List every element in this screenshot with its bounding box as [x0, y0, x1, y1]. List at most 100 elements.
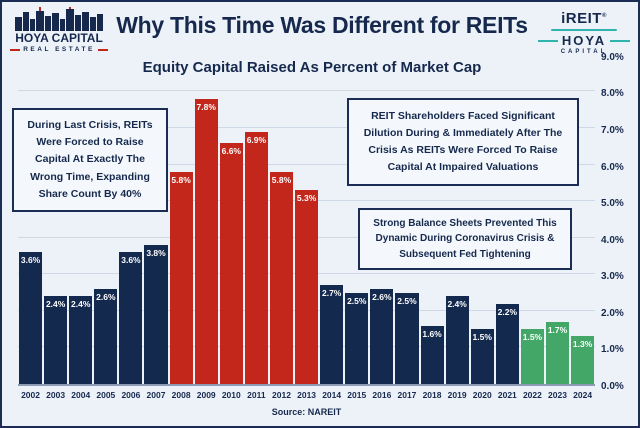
x-axis-year-label: 2014	[322, 390, 342, 400]
annotation-strong-balance-sheets: Strong Balance Sheets Prevented This Dyn…	[358, 208, 572, 270]
x-axis-year-label: 2009	[196, 390, 216, 400]
bar-2020: 1.5%	[470, 329, 494, 384]
bar-value-label: 2.4%	[447, 299, 467, 310]
logo-left-accent-line	[10, 48, 21, 51]
bar-value-label: 3.6%	[121, 255, 141, 266]
bar-slot-2019: 2.4%	[445, 86, 469, 384]
y-axis-tick-label: 2.0%	[601, 307, 624, 319]
x-axis-year-label: 2011	[247, 390, 266, 400]
bar-value-label: 2.5%	[397, 295, 417, 306]
x-axis-year-label: 2022	[522, 390, 542, 400]
x-axis-year-label: 2019	[447, 390, 467, 400]
bar-slot-2023: 1.7%	[545, 86, 570, 384]
logo-teal-line	[610, 39, 630, 42]
bar-slot-2008: 5.8%	[169, 86, 193, 384]
x-axis-year-label: 2023	[548, 390, 567, 400]
bars-container: 3.6% 2.4% 2.4% 2.6% 3.6% 3.8% 5.8% 7.8% 6.6% 6.9%…	[18, 86, 595, 384]
bar-2016: 2.6%	[370, 288, 394, 384]
x-axis-year-label: 2018	[422, 390, 442, 400]
bar-slot-2014: 2.7%	[320, 86, 344, 384]
logo-left-name: HOYA CAPITAL	[15, 31, 103, 45]
x-axis-year-label: 2020	[472, 390, 492, 400]
x-axis-year-label: 2003	[46, 390, 66, 400]
source-note: Source: NAREIT	[271, 407, 342, 417]
y-axis-tick-label: 4.0%	[601, 234, 624, 246]
y-axis-tick-label: 7.0%	[601, 124, 624, 136]
y-axis-tick-label: 5.0%	[601, 198, 624, 210]
bar-slot-2007: 3.8%	[144, 86, 168, 384]
bar-2024: 1.3%	[571, 336, 595, 384]
chart-subtitle: Equity Capital Raised As Percent of Mark…	[142, 59, 482, 76]
bar-2017: 2.5%	[395, 292, 419, 384]
bar-2012: 5.8%	[269, 171, 294, 384]
bar-value-label: 7.8%	[196, 101, 216, 112]
bar-value-label: 5.3%	[296, 193, 317, 204]
bar-value-label: 1.5%	[472, 332, 492, 343]
x-axis-year-label: 2015	[347, 390, 367, 400]
ireit-hoya-logo: iREIT® HOYA CAPITAL	[538, 10, 630, 55]
hoya-capital-logo: HOYA CAPITAL REAL ESTATE	[10, 7, 108, 53]
bar-2022: 1.5%	[520, 329, 544, 384]
bar-slot-2003: 2.4%	[44, 86, 68, 384]
bar-2008: 5.8%	[169, 171, 193, 384]
bar-slot-2016: 2.6%	[370, 86, 394, 384]
y-axis-tick-label: 9.0%	[601, 51, 624, 63]
bar-2003: 2.4%	[44, 296, 68, 384]
bar-slot-2017: 2.5%	[395, 86, 419, 384]
bar-value-label: 3.8%	[146, 248, 166, 258]
x-axis-year-label: 2010	[221, 390, 241, 400]
bar-2021: 2.2%	[495, 303, 519, 384]
bar-value-label: 5.8%	[271, 174, 292, 185]
plot-area: 3.6% 2.4% 2.4% 2.6% 3.6% 3.8% 5.8% 7.8% 6.6% 6.9%…	[18, 86, 595, 386]
logo-left-subname: REAL ESTATE	[23, 46, 95, 53]
bar-value-label: 6.6%	[221, 145, 241, 156]
bar-slot-2011: 6.9%	[244, 86, 268, 384]
bar-slot-2004: 2.4%	[69, 86, 93, 384]
y-axis-tick-label: 3.0%	[601, 271, 624, 283]
logo-right-capital: CAPITAL	[560, 49, 608, 55]
gridline	[18, 163, 595, 165]
x-axis-year-label: 2008	[171, 390, 191, 400]
bar-slot-2006: 3.6%	[119, 86, 143, 384]
y-axis-tick-label: 1.0%	[601, 344, 624, 356]
logo-left-accent-line	[97, 48, 108, 51]
logo-teal-line	[538, 39, 558, 42]
bar-2010: 6.6%	[219, 142, 243, 384]
x-axis: 2002 2003 2004 2005 2006 2007 2008 2009 2010 2011…	[18, 390, 595, 400]
bar-slot-2022: 1.5%	[520, 86, 544, 384]
bar-2013: 5.3%	[295, 190, 319, 384]
x-axis-year-label: 2002	[21, 390, 40, 400]
y-axis: 0.0% 1.0% 2.0% 3.0% 4.0% 5.0% 6.0% 7.0% 8.0% 9.0%	[598, 52, 638, 392]
bar-2015: 2.5%	[345, 292, 369, 384]
bar-2019: 2.4%	[445, 296, 469, 384]
bar-value-label: 5.8%	[171, 174, 191, 185]
bar-value-label: 3.6%	[20, 255, 41, 266]
bar-value-label: 2.7%	[321, 288, 342, 299]
y-axis-tick-label: 6.0%	[601, 161, 624, 173]
x-axis-year-label: 2013	[297, 390, 317, 400]
bar-slot-2015: 2.5%	[345, 86, 369, 384]
bar-2014: 2.7%	[320, 285, 344, 384]
logo-right-name: iREIT®	[561, 10, 607, 27]
x-axis-year-label: 2017	[397, 390, 417, 400]
y-axis-tick-label: 0.0%	[601, 381, 624, 392]
x-axis-year-label: 2005	[96, 390, 116, 400]
bar-value-label: 2.4%	[45, 299, 66, 310]
x-axis-year-label: 2012	[272, 390, 291, 400]
bar-value-label: 2.5%	[347, 295, 367, 306]
x-axis-year-label: 2007	[146, 390, 166, 400]
y-axis-tick-label: 8.0%	[601, 88, 624, 100]
logo-right-subname: HOYA	[561, 33, 607, 48]
x-axis-year-label: 2016	[372, 390, 392, 400]
x-axis-year-label: 2024	[573, 390, 593, 400]
bar-2002: 3.6%	[19, 252, 43, 384]
annotation-last-crisis: During Last Crisis, REITs Were Forced to…	[12, 108, 168, 212]
bar-value-label: 2.6%	[372, 291, 392, 302]
bar-slot-2012: 5.8%	[269, 86, 294, 384]
bar-slot-2009: 7.8%	[194, 86, 218, 384]
bar-slot-2002: 3.6%	[19, 86, 43, 384]
gridline	[18, 126, 595, 128]
bar-slot-2018: 1.6%	[420, 86, 444, 384]
bar-2011: 6.9%	[244, 131, 268, 384]
